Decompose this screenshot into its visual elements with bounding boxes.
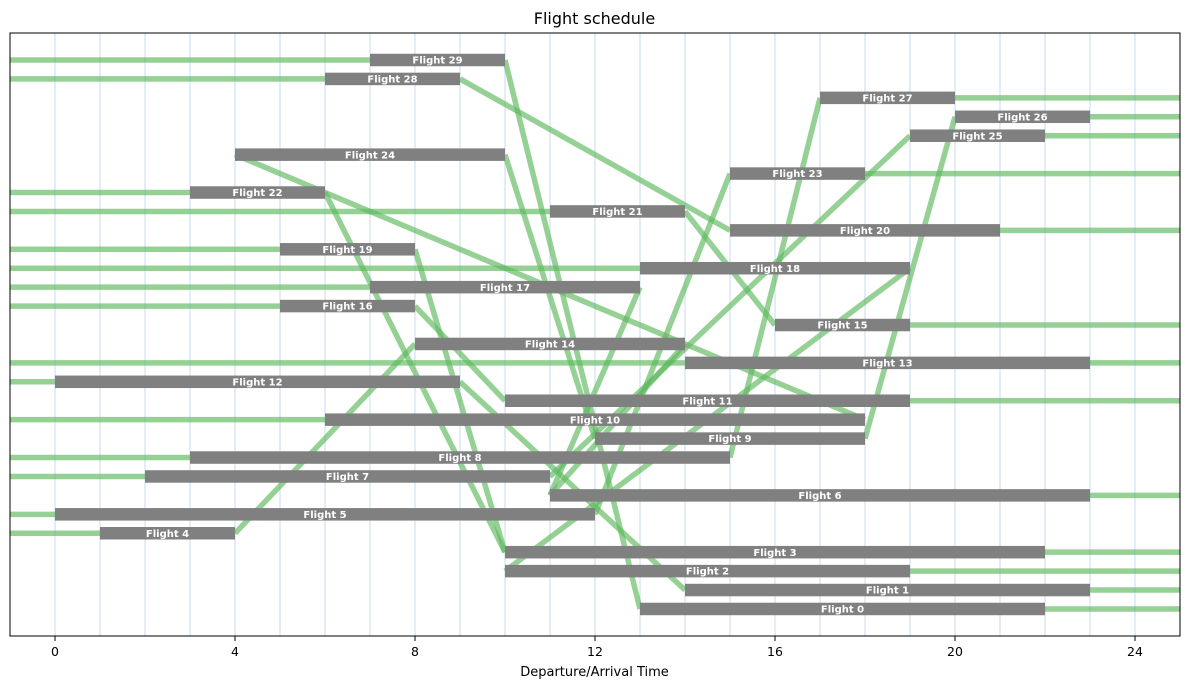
flight-bar [190,451,730,464]
x-tick-label: 8 [411,644,419,659]
flight-bar [370,53,505,67]
flight-bar [280,243,415,256]
flight-label: Flight 20 [840,226,890,237]
hour-gridlines [9,33,1181,636]
flight-bar [955,110,1090,124]
flight-label: Flight 1 [866,586,909,597]
flight-label: Flight 4 [146,529,189,540]
flight-bar [730,167,865,180]
x-axis-ticks: 0 4 8 12 16 20 24 [51,636,1143,659]
flight-bar [550,489,1090,502]
connection-line [862,116,958,440]
chart-title: Flight schedule [534,9,655,28]
flight-bar [370,280,640,294]
flight-bar [910,129,1045,142]
x-axis-label: Departure/Arrival Time [520,665,669,680]
flight-label: Flight 28 [367,75,417,86]
flight-label: Flight 13 [862,358,912,369]
connection-line [233,342,417,536]
flight-label: Flight 8 [438,453,481,464]
flight-bar [235,148,505,161]
flight-bar [505,394,910,407]
flight-label: Flight 23 [772,169,822,180]
flight-bar [55,375,460,389]
flight-label: Flight 9 [708,434,751,445]
flight-bar [100,527,235,540]
flight-bar [190,186,325,199]
flight-bar [415,337,685,351]
flight-bar [730,224,1000,237]
flight-bar [325,72,460,86]
flight-label: Flight 17 [480,283,530,294]
flight-bar [685,583,1090,597]
flight-label: Flight 14 [525,340,575,351]
flight-bar [550,205,685,218]
flight-label: Flight 16 [322,302,372,313]
flight-label: Flight 10 [570,415,620,426]
flight-label: Flight 26 [997,112,1047,123]
flight-bar [505,564,910,578]
connection-line [412,248,508,553]
flight-label: Flight 12 [232,377,282,388]
flight-label: Flight 25 [952,131,1002,142]
x-tick-label: 16 [767,644,783,659]
flight-bar [280,299,415,313]
flight-label: Flight 24 [345,150,395,161]
flight-bar [640,602,1045,616]
flight-label: Flight 22 [232,188,282,199]
x-tick-label: 0 [51,644,59,659]
flight-bar [820,91,955,105]
x-tick-label: 4 [231,644,239,659]
flight-bar [55,508,595,521]
flight-label: Flight 3 [753,548,796,559]
flight-label: Flight 7 [326,472,369,483]
x-tick-label: 12 [587,644,603,659]
connection-line [502,59,643,610]
connection-line [502,153,598,440]
flight-bar [640,261,910,275]
flight-bar [325,413,865,426]
flight-label: Flight 5 [303,510,346,521]
flight-label: Flight 6 [798,491,841,502]
flight-label: Flight 19 [322,245,372,256]
flight-label: Flight 0 [821,605,864,616]
flight-label: Flight 18 [750,264,800,275]
connection-line [458,76,732,233]
flight-bar [775,318,910,332]
flight-bar [505,545,1045,559]
flight-bar [685,356,1090,370]
x-tick-label: 24 [1127,644,1143,659]
flight-label: Flight 11 [682,396,732,407]
flight-label: Flight 29 [412,56,462,67]
x-tick-label: 20 [947,644,963,659]
flight-bar [595,432,865,445]
flight-label: Flight 27 [862,93,912,104]
connection-line [413,304,507,403]
flight-label: Flight 15 [817,321,867,332]
flight-label: Flight 21 [592,207,642,218]
flight-bar [145,470,550,483]
connection-line [458,379,687,593]
flight-label: Flight 2 [686,567,729,578]
